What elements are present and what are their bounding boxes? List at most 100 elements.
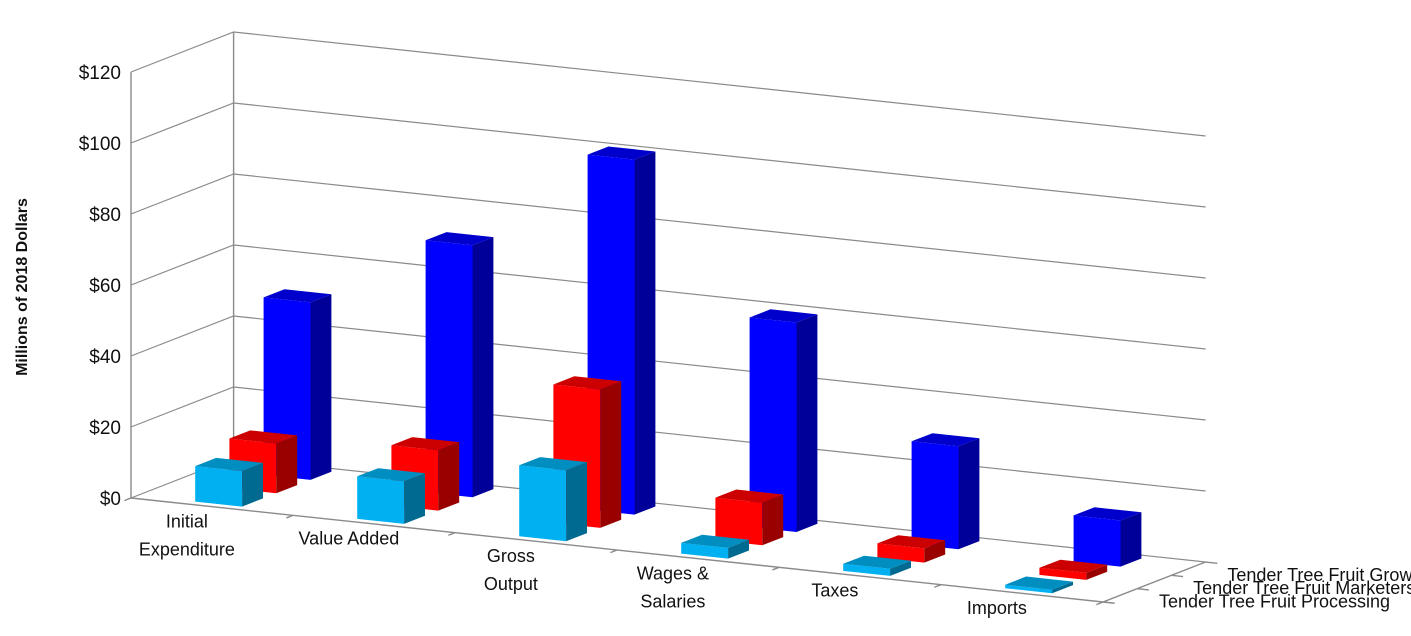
- bar-top-face: [519, 457, 587, 471]
- category-label: Imports: [967, 598, 1027, 618]
- y-tick-label: $0: [100, 489, 121, 510]
- bar-top-face: [749, 309, 818, 323]
- bar-side-face: [438, 442, 460, 511]
- y-tick-label: $120: [79, 63, 121, 84]
- bar-0-5: [1073, 507, 1142, 567]
- bar-0-4: [911, 433, 980, 550]
- category-label-line: Expenditure: [139, 539, 235, 559]
- bar-side-face: [566, 462, 587, 542]
- bar-top-face: [877, 535, 946, 549]
- bar-front-face: [1005, 584, 1053, 594]
- bar-side-face: [762, 494, 784, 546]
- gridline-6: [130, 31, 1206, 137]
- chart-bars: [195, 146, 1142, 594]
- bar-side-face: [242, 462, 263, 507]
- x-tick-mark: [1096, 601, 1104, 606]
- bar-top-face: [391, 437, 460, 451]
- bar-side-face: [310, 294, 332, 480]
- bar-0-1: [425, 232, 494, 498]
- bar-side-face: [276, 435, 298, 494]
- bar-front-face: [911, 441, 959, 550]
- bar-side-face: [958, 438, 980, 550]
- category-labels: Initial Expenditure Value Added Gross Output…: [139, 511, 1027, 618]
- series-label: Tender Tree Fruit Marketers/Dealers: [1193, 578, 1411, 598]
- bar-front-face: [1073, 515, 1121, 567]
- x-tick-mark: [286, 514, 294, 519]
- bar-front-face: [195, 466, 243, 507]
- category-label: Gross Output: [484, 546, 538, 594]
- depth-tick-mark: [1137, 587, 1149, 591]
- bar-front-face: [843, 563, 891, 576]
- bar-front-face: [519, 465, 567, 542]
- category-label-line: Wages &: [637, 563, 709, 583]
- bar-top-face: [911, 433, 980, 447]
- bar-side-face: [634, 151, 656, 515]
- series-depth-labels: Tender Tree Fruit GrowersTender Tree Fru…: [1159, 565, 1411, 612]
- bar-top-face: [425, 232, 494, 246]
- depth-tick-mark: [1102, 601, 1115, 604]
- category-label-line: Gross: [487, 546, 535, 566]
- bar-side-face: [404, 473, 425, 524]
- bar-top-face: [1073, 507, 1142, 521]
- bar-2-1: [357, 468, 425, 524]
- depth-tick-mark: [1171, 574, 1184, 578]
- category-label-line: Imports: [967, 598, 1027, 618]
- bar-front-face: [681, 542, 729, 559]
- y-tick-label: $60: [89, 276, 121, 297]
- y-tick-labels: $0 $20 $40 $60 $80 $100 $120: [79, 63, 121, 510]
- bar-0-3: [749, 309, 818, 532]
- bar-side-face: [1052, 581, 1073, 594]
- bar-side-face: [1086, 564, 1108, 580]
- bar-side-face: [472, 237, 494, 498]
- category-label-line: Value Added: [299, 529, 400, 549]
- bar-top-face: [357, 468, 425, 482]
- x-tick-mark: [610, 549, 618, 554]
- bar-top-face: [715, 489, 784, 503]
- series-label: Tender Tree Fruit Growers: [1227, 565, 1411, 585]
- category-label-line: Initial: [166, 511, 208, 531]
- category-label: Initial Expenditure: [139, 511, 235, 559]
- bar-1-4: [877, 535, 946, 563]
- bar-top-face: [263, 289, 332, 303]
- bar-top-face: [553, 376, 622, 390]
- bar-2-5: [1005, 576, 1073, 594]
- bar-top-face: [843, 555, 911, 569]
- bar-front-face: [877, 543, 925, 563]
- bar-front-face: [1039, 567, 1087, 580]
- chart-walls: [124, 31, 1218, 606]
- bar-1-3: [715, 489, 784, 546]
- bar-0-0: [263, 289, 332, 480]
- series-label: Tender Tree Fruit Processing: [1159, 592, 1390, 612]
- bar-front-face: [715, 497, 763, 546]
- bar-side-face: [796, 314, 818, 532]
- y-axis-title: Millions of 2018 Dollars: [14, 198, 31, 376]
- bar-top-face: [681, 534, 749, 548]
- bar-top-face: [1039, 559, 1108, 573]
- category-label-line: Salaries: [640, 591, 705, 611]
- bar-side-face: [1120, 512, 1142, 567]
- bar-side-face: [728, 539, 749, 559]
- category-label: Value Added: [299, 529, 400, 549]
- depth-tick-mark: [1205, 561, 1218, 564]
- bar-front-face: [357, 476, 405, 524]
- bar-1-5: [1039, 559, 1108, 580]
- bar-2-3: [681, 534, 749, 559]
- x-tick-mark: [934, 584, 942, 588]
- bar-top-face: [229, 430, 298, 444]
- category-label: Wages & Salaries: [637, 563, 709, 611]
- bar-top-face: [195, 457, 263, 472]
- bar-side-face: [600, 381, 622, 528]
- bar-2-4: [843, 555, 911, 576]
- bar-side-face: [890, 560, 911, 576]
- x-tick-mark: [772, 566, 780, 571]
- category-label: Taxes: [811, 581, 858, 601]
- bar-top-face: [1005, 576, 1073, 590]
- y-tick-label: $40: [89, 347, 121, 368]
- bar-top-face: [587, 146, 656, 160]
- y-tick-label: $20: [89, 418, 121, 439]
- bar-front-face: [749, 317, 797, 532]
- x-tick-mark: [124, 497, 132, 502]
- category-label-line: Output: [484, 574, 538, 594]
